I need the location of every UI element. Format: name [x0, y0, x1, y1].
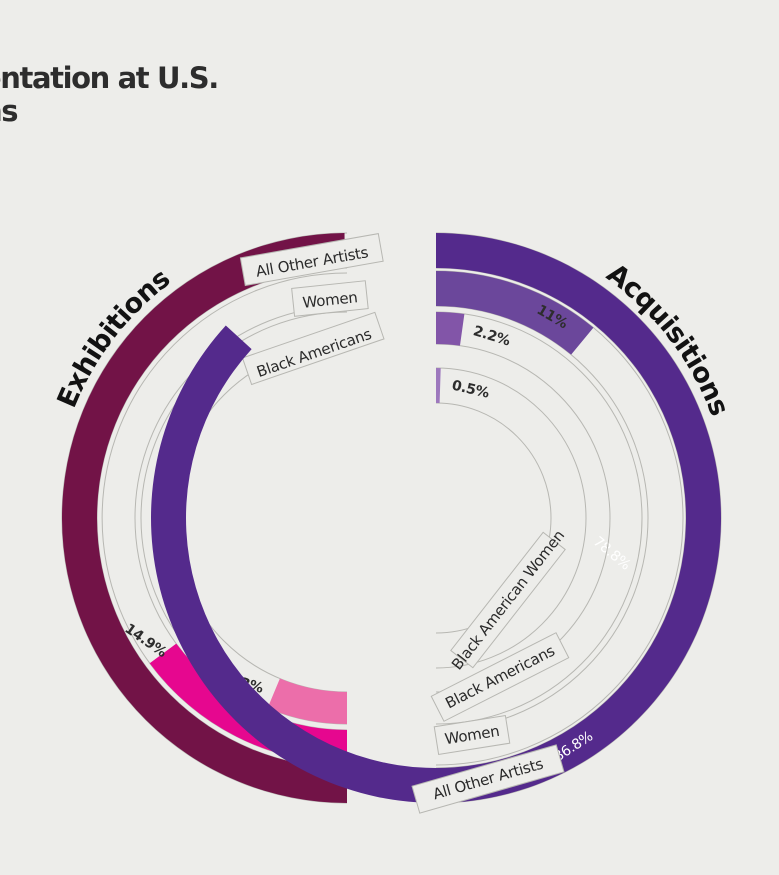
acquisitions-chart: [151, 232, 722, 804]
exhibitions-bar-black-americans: [267, 678, 347, 724]
exhibitions-category-women: Women: [302, 288, 359, 312]
acquisitions-label-black-americans: 2.2%: [471, 323, 512, 349]
acquisitions-category-black-americans-box: [430, 632, 570, 722]
acquisitions-track-outer-2: [435, 311, 643, 725]
exhibitions-label-all-other-artists: 78.8%: [590, 534, 633, 574]
acquisitions-bar-black-american-women: [436, 368, 441, 404]
acquisitions-label-black-american-women: 0.5%: [450, 378, 491, 402]
acquisitions-category-black-american-women-box: [450, 531, 566, 669]
exhibitions-category-women-box: [291, 280, 369, 317]
chart-title: entation at U.S. ns: [0, 61, 219, 128]
acquisitions-bar-black-americans: [436, 312, 465, 346]
acquisitions-track-outer-3: [435, 367, 587, 669]
exhibitions-bar-all-other-artists: [61, 233, 347, 803]
chart-title-line-1: entation at U.S.: [0, 61, 219, 95]
exhibitions-category-black-americans-box: [241, 311, 385, 386]
acquisitions-category-women-box: [433, 714, 511, 756]
acquisitions-track-inner-1: [435, 305, 649, 731]
chart-title-line-2: ns: [0, 94, 19, 128]
exhibitions-category-all-other-artists-box: [239, 233, 384, 287]
acquisitions-bar-women: [436, 271, 594, 355]
acquisitions-category-all-other-artists-box: [411, 744, 565, 814]
